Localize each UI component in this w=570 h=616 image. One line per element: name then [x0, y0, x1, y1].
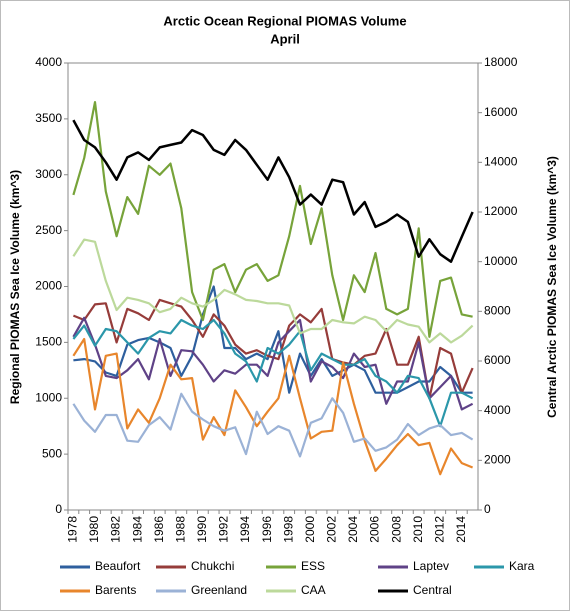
y2-tick-label: 12000	[484, 204, 518, 218]
x-tick-label: 1978	[66, 516, 80, 543]
y-tick-label: 1500	[35, 335, 62, 349]
y-tick-label: 500	[42, 446, 62, 460]
x-tick-label: 1988	[173, 516, 187, 543]
x-tick-label: 2002	[325, 516, 339, 543]
legend-label: ESS	[301, 559, 325, 573]
series-line	[73, 285, 473, 394]
x-tick-label: 2012	[432, 516, 446, 543]
y-tick-label: 4000	[35, 55, 62, 69]
y-tick-label: 0	[55, 502, 62, 516]
y2-tick-label: 8000	[484, 304, 511, 318]
legend-label: Kara	[509, 559, 535, 573]
y-tick-label: 1000	[35, 390, 62, 404]
x-tick-label: 1992	[217, 516, 231, 543]
series-line	[72, 337, 474, 476]
x-tick-label: 1996	[260, 516, 274, 543]
x-tick-label: 1990	[195, 516, 209, 543]
legend-label: Greenland	[191, 583, 247, 597]
series-line	[72, 316, 474, 411]
legend-label: Laptev	[413, 559, 449, 573]
chart-title: Arctic Ocean Regional PIOMAS Volume	[163, 13, 406, 28]
y2-tick-label: 4000	[484, 403, 511, 417]
y-tick-label: 2500	[35, 223, 62, 237]
x-tick-label: 2006	[368, 516, 382, 543]
x-tick-label: 1998	[281, 516, 295, 543]
y2-tick-label: 6000	[484, 353, 511, 367]
x-tick-label: 1982	[109, 516, 123, 543]
x-tick-label: 2000	[303, 516, 317, 543]
x-tick-label: 2010	[411, 516, 425, 543]
y2-tick-label: 16000	[484, 105, 518, 119]
x-tick-label: 2014	[454, 516, 468, 543]
x-tick-label: 1994	[238, 516, 252, 543]
series-line	[72, 238, 474, 344]
y-tick-label: 3500	[35, 111, 62, 125]
series-line	[72, 101, 473, 338]
chart-subtitle: April	[270, 31, 300, 46]
legend-label: CAA	[301, 583, 326, 597]
y2-tick-label: 10000	[484, 254, 518, 268]
x-tick-label: 1980	[87, 516, 101, 543]
y2-tick-label: 14000	[484, 155, 518, 169]
y2-tick-label: 2000	[484, 453, 511, 467]
legend-label: Chukchi	[191, 559, 234, 573]
y-tick-label: 2000	[35, 279, 62, 293]
x-tick-label: 1984	[130, 516, 144, 543]
series-line	[72, 392, 474, 458]
y-tick-label: 3000	[35, 167, 62, 181]
y-axis-title: Regional PIOMAS Sea Ice Volume (km^3)	[8, 170, 22, 404]
legend-label: Beaufort	[95, 559, 141, 573]
series-line	[72, 119, 474, 263]
series-line	[72, 318, 474, 428]
y2-tick-label: 0	[484, 502, 491, 516]
y2-axis-title: Central Arctic PIOMAS Sea Ice Volume (km…	[545, 156, 559, 418]
x-tick-label: 1986	[152, 516, 166, 543]
legend-label: Barents	[95, 583, 136, 597]
y2-tick-label: 18000	[484, 55, 518, 69]
legend-label: Central	[413, 583, 452, 597]
x-tick-label: 2004	[346, 516, 360, 543]
x-tick-label: 2008	[389, 516, 403, 543]
